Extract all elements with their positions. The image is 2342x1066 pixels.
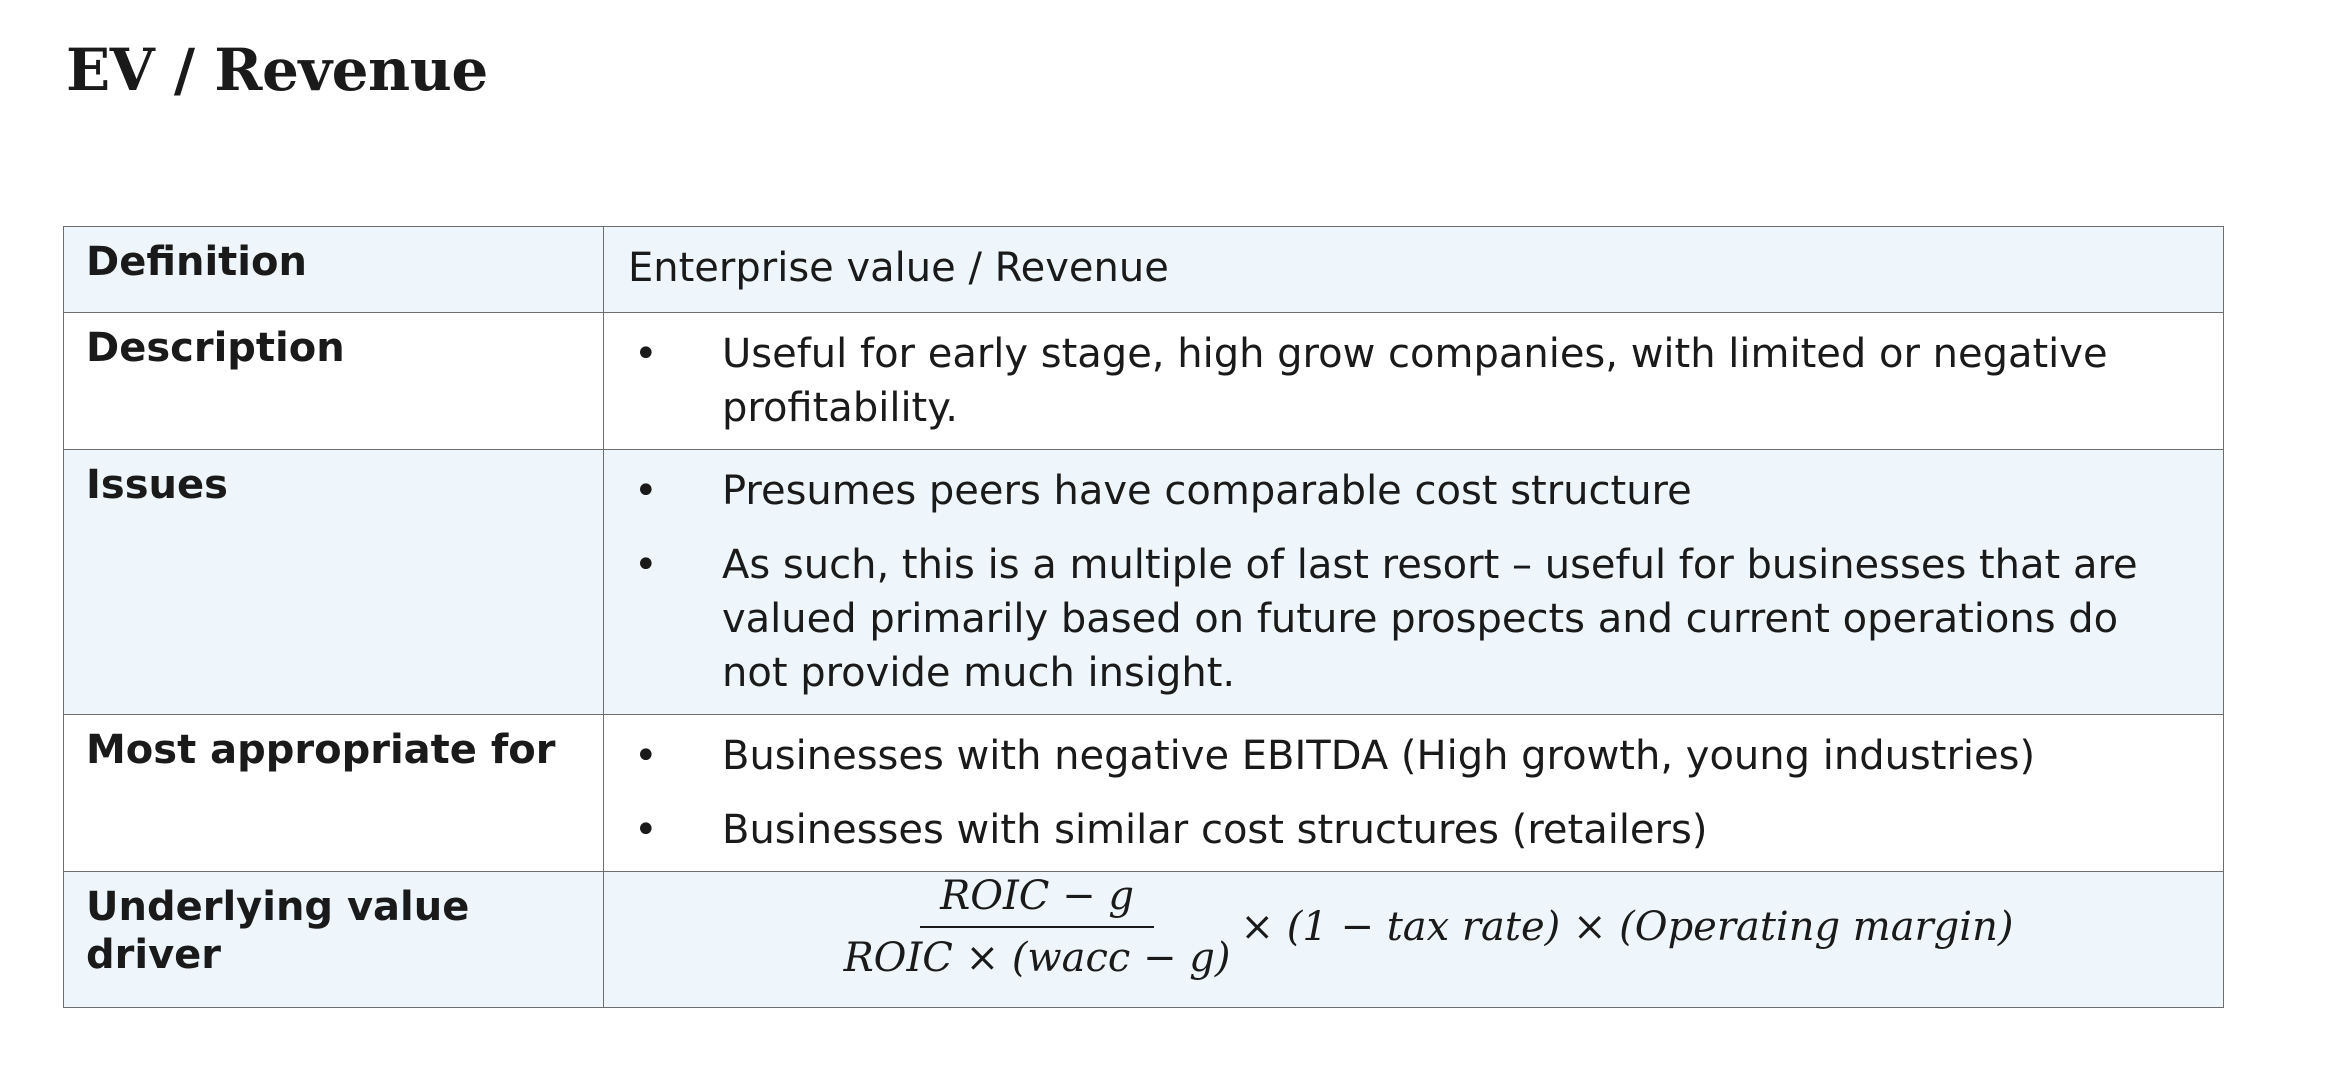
bullet-text: As such, this is a multiple of last reso… (722, 542, 2138, 696)
row-value-issues: • Presumes peers have comparable cost st… (603, 449, 2224, 715)
list-item: • Businesses with negative EBITDA (High … (628, 729, 2183, 783)
bullet-icon: • (634, 542, 658, 588)
formula-multipliers: × (1 − tax rate) × (Operating margin) (1240, 904, 2014, 950)
table-row-underlying-value-driver: Underlying value driver ROIC − g ROIC × … (63, 871, 2224, 1008)
row-label-definition: Definition (63, 226, 604, 313)
bullet-icon: • (634, 807, 658, 853)
row-value-definition: Enterprise value / Revenue (603, 226, 2224, 313)
table-row-definition: Definition Enterprise value / Revenue (63, 226, 2224, 313)
value-driver-formula: ROIC − g ROIC × (wacc − g) × (1 − tax ra… (604, 872, 2223, 982)
row-label-underlying-value-driver: Underlying value driver (63, 871, 604, 1008)
row-value-underlying-value-driver: ROIC − g ROIC × (wacc − g) × (1 − tax ra… (603, 871, 2224, 1008)
bullet-text: Businesses with negative EBITDA (High gr… (722, 733, 2036, 779)
bullet-icon: • (634, 468, 658, 514)
formula-denominator: ROIC × (wacc − g) (843, 935, 1231, 981)
formula-fraction: ROIC − g ROIC × (wacc − g) (844, 872, 1231, 982)
table-row-issues: Issues • Presumes peers have comparable … (63, 449, 2224, 715)
row-value-description: • Useful for early stage, high grow comp… (603, 312, 2224, 450)
list-item: • As such, this is a multiple of last re… (628, 538, 2183, 700)
bullet-text: Useful for early stage, high grow compan… (722, 331, 2108, 431)
description-bullet-list: • Useful for early stage, high grow comp… (628, 327, 2183, 435)
list-item: • Businesses with similar cost structure… (628, 803, 2183, 857)
bullet-icon: • (634, 331, 658, 377)
issues-bullet-list: • Presumes peers have comparable cost st… (628, 464, 2183, 700)
page-title: EV / Revenue (66, 36, 488, 104)
row-label-most-appropriate-for: Most appropriate for (63, 714, 604, 872)
definition-text: Enterprise value / Revenue (628, 245, 1169, 291)
table-row-description: Description • Useful for early stage, hi… (63, 312, 2224, 450)
multiple-definition-table: Definition Enterprise value / Revenue De… (63, 226, 2224, 1008)
row-value-most-appropriate-for: • Businesses with negative EBITDA (High … (603, 714, 2224, 872)
row-label-issues: Issues (63, 449, 604, 715)
table-row-most-appropriate-for: Most appropriate for • Businesses with n… (63, 714, 2224, 872)
bullet-text: Businesses with similar cost structures … (722, 807, 1708, 853)
bullet-text: Presumes peers have comparable cost stru… (722, 468, 1692, 514)
formula-numerator: ROIC − g (920, 872, 1154, 928)
row-label-description: Description (63, 312, 604, 450)
bullet-icon: • (634, 733, 658, 779)
appropriate-bullet-list: • Businesses with negative EBITDA (High … (628, 729, 2183, 857)
list-item: • Presumes peers have comparable cost st… (628, 464, 2183, 518)
list-item: • Useful for early stage, high grow comp… (628, 327, 2183, 435)
